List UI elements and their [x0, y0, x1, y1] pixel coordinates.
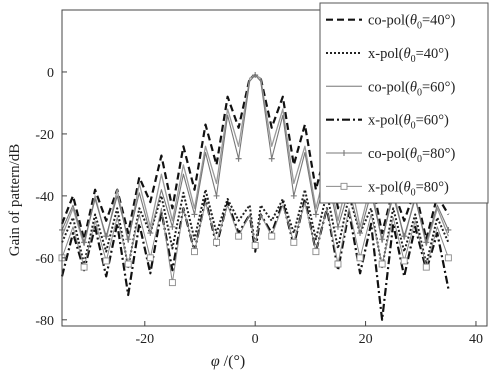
- legend-label-2: x-pol(θ0=40°): [368, 46, 449, 65]
- series-5-marker: [81, 239, 88, 246]
- series-5-marker: [357, 230, 364, 237]
- legend-label-1: co-pol(θ0=40°): [368, 13, 455, 32]
- series-5-marker: [423, 239, 430, 246]
- series-6-marker: [235, 232, 243, 240]
- axis-ticks-group: 0 -20 -40 -60 -80 -20 0 20 40: [35, 66, 483, 347]
- legend: co-pol(θ0=40°) x-pol(θ0=40°) co-pol(θ0=60°…: [319, 2, 489, 204]
- series-5-marker: [252, 72, 259, 79]
- legend-label-4: x-pol(θ0=60°): [368, 113, 449, 132]
- y-tick-label: -40: [35, 190, 54, 205]
- legend-marker-5: [341, 150, 347, 156]
- series-5-marker: [125, 236, 132, 243]
- series-6-marker: [146, 254, 154, 262]
- x-tick-label: -20: [135, 332, 154, 347]
- x-tick-label: 0: [252, 332, 259, 347]
- legend-marker-6: [340, 182, 348, 190]
- series-5-marker: [312, 211, 319, 218]
- series-6-marker: [444, 254, 452, 262]
- series-5-marker: [290, 192, 297, 199]
- x-tick-label: 20: [359, 332, 373, 347]
- legend-label-5: co-pol(θ0=80°): [368, 146, 455, 165]
- series-6-marker: [191, 248, 198, 256]
- series-5-marker: [147, 230, 154, 237]
- series-6-marker: [356, 254, 364, 262]
- x-axis-title: φ /(°): [211, 353, 245, 370]
- series-5-marker: [169, 223, 176, 230]
- series-6-marker: [378, 260, 386, 268]
- series-6-marker: [124, 260, 132, 268]
- series-6-marker: [290, 238, 298, 246]
- series-5-marker: [235, 155, 242, 162]
- x-axis-symbol: φ: [211, 353, 220, 370]
- series-6-marker: [422, 263, 430, 271]
- legend-box: [319, 2, 489, 204]
- x-axis-unit: /(°): [220, 353, 246, 370]
- series-5-marker: [191, 211, 198, 218]
- x-tick-label: 40: [469, 332, 483, 347]
- series-6-marker: [168, 279, 176, 287]
- series-line-4: [60, 197, 450, 321]
- y-tick-label: -80: [35, 314, 54, 329]
- series-6-marker: [102, 257, 110, 265]
- y-tick-label: 0: [47, 66, 54, 81]
- series-6-marker: [334, 260, 342, 268]
- series-5-marker: [401, 233, 408, 240]
- series-5-marker: [334, 223, 341, 230]
- series-6-marker: [400, 257, 408, 265]
- series-5-marker: [268, 155, 275, 162]
- series-6-marker: [251, 242, 259, 249]
- y-tick-label: -60: [35, 252, 54, 267]
- y-axis-title: Gain of pattern/dB: [7, 144, 23, 256]
- series-6-marker: [80, 263, 88, 271]
- series-6-marker: [213, 238, 220, 246]
- legend-label-6: x-pol(θ0=80°): [368, 179, 449, 198]
- series-5-marker: [445, 226, 452, 233]
- series-6-marker: [268, 232, 276, 240]
- series-5-marker: [379, 236, 386, 243]
- series-5-marker: [213, 192, 220, 199]
- series-5-marker: [103, 233, 110, 240]
- y-tick-label: -20: [35, 128, 54, 143]
- series-6-marker: [312, 248, 320, 256]
- legend-label-3: co-pol(θ0=60°): [368, 79, 455, 98]
